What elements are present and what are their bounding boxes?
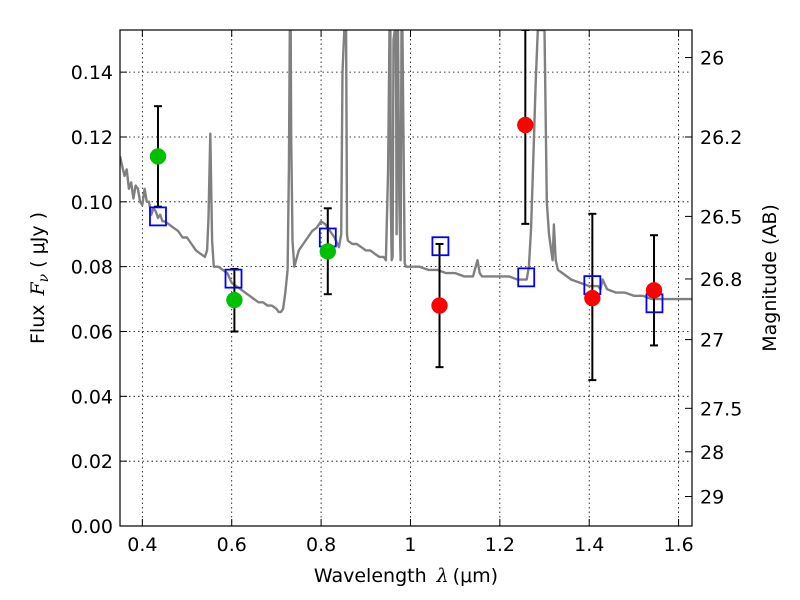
y-tick-label: 0.00 — [71, 516, 113, 538]
model-flux-square — [517, 267, 536, 288]
x-tick-label: 1.4 — [574, 534, 604, 556]
model-flux-square — [224, 268, 243, 289]
observed-flux-point — [226, 291, 243, 309]
y2-tick-label: 28 — [700, 442, 724, 464]
template-spectrum-layer — [120, 30, 692, 314]
y2-axis-title: Magnitude (AB) — [759, 204, 781, 352]
plot-frame — [119, 29, 693, 527]
template-spectrum-line — [120, 30, 692, 314]
y-tick-label: 0.06 — [71, 321, 113, 343]
y2-tick-label: 27 — [700, 330, 724, 352]
y-tick-label: 0.12 — [71, 127, 113, 149]
ticks: 0.4 0.6 0.8 1 1.2 1.4 1.6 0.00 0.02 0.04 0.06 0.08 0… — [71, 30, 742, 556]
y-tick-label: 0.04 — [71, 386, 113, 408]
observed-flux-point — [431, 297, 448, 314]
observed-flux-point — [517, 116, 534, 134]
x-tick-label: 1 — [404, 534, 416, 556]
x-tick-label: 0.6 — [217, 534, 247, 556]
y2-tick-label: 29 — [700, 486, 724, 508]
y2-tick-label: 26 — [700, 48, 724, 70]
observed-flux-point — [319, 243, 337, 260]
x-tick-label: 1.2 — [485, 534, 515, 556]
y-axis-title: FluxFν( μJy ) — [27, 212, 52, 344]
model-flux-square — [149, 206, 167, 227]
x-tick-label: 0.4 — [127, 534, 157, 556]
marker-layer — [149, 116, 664, 314]
observed-flux-point — [584, 289, 601, 307]
y-tick-label: 0.08 — [71, 257, 113, 279]
y-tick-label: 0.02 — [71, 451, 113, 473]
observed-flux-point — [645, 282, 663, 299]
y-tick-label: 0.14 — [71, 62, 113, 84]
y2-tick-label: 26.2 — [700, 127, 742, 149]
y2-tick-label: 26.8 — [700, 269, 742, 291]
x-tick-label: 1.6 — [663, 534, 693, 556]
y2-tick-label: 26.5 — [700, 206, 742, 228]
observed-flux-point — [149, 148, 167, 165]
x-tick-label: 0.8 — [306, 534, 336, 556]
x-axis-title: Wavelength λ (μm) — [314, 565, 498, 587]
y2-tick-label: 27.5 — [700, 398, 742, 420]
model-flux-square — [431, 236, 450, 257]
y-tick-label: 0.10 — [71, 192, 113, 214]
